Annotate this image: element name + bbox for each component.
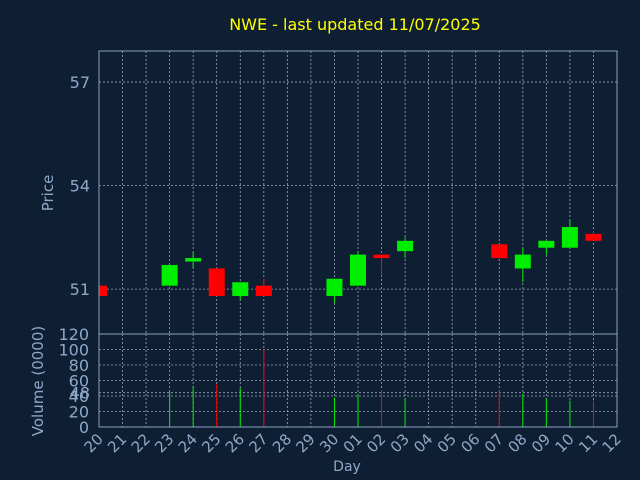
price-tick-labels: 57 54 51 48 [70, 73, 90, 403]
volume-tick-label: 40 [69, 387, 89, 406]
candle-body [491, 244, 508, 259]
volume-tick-label: 20 [69, 403, 89, 422]
volume-series [169, 348, 594, 427]
volume-panel-frame [98, 333, 618, 428]
price-tick-label: 54 [70, 177, 90, 196]
x-tick-labels: 2021222324252627282930010203040506070809… [81, 430, 625, 456]
volume-tick-label: 120 [58, 325, 89, 344]
candlestick-series [98, 220, 602, 303]
price-tick-label: 57 [70, 73, 90, 92]
price-tick-label: 51 [70, 280, 90, 299]
candle-body [255, 285, 272, 297]
candle-body [561, 227, 578, 248]
candle-body [514, 254, 531, 269]
x-axis-label: Day [333, 459, 361, 475]
volume-axis-label: Volume (0000) [29, 326, 47, 436]
candle-body [161, 264, 178, 286]
candle-body [373, 254, 390, 259]
candle-body [585, 233, 602, 241]
candle-body [350, 254, 366, 286]
candle-body [99, 285, 107, 297]
candle-body [397, 240, 414, 252]
price-grid [99, 51, 617, 394]
candle-body [326, 278, 343, 297]
chart-title: NWE - last updated 11/07/2025 [229, 15, 481, 34]
candle-body [232, 282, 249, 297]
price-tick-label: 48 [70, 384, 90, 403]
candle-body [538, 240, 555, 248]
candle-body [185, 258, 202, 262]
volume-tick-label: 60 [69, 372, 89, 391]
volume-tick-label: 0 [79, 418, 89, 437]
volume-tick-label: 100 [58, 341, 89, 360]
volume-tick-label: 80 [69, 356, 89, 375]
candle-body [208, 268, 225, 297]
price-axis-label: Price [39, 175, 57, 212]
